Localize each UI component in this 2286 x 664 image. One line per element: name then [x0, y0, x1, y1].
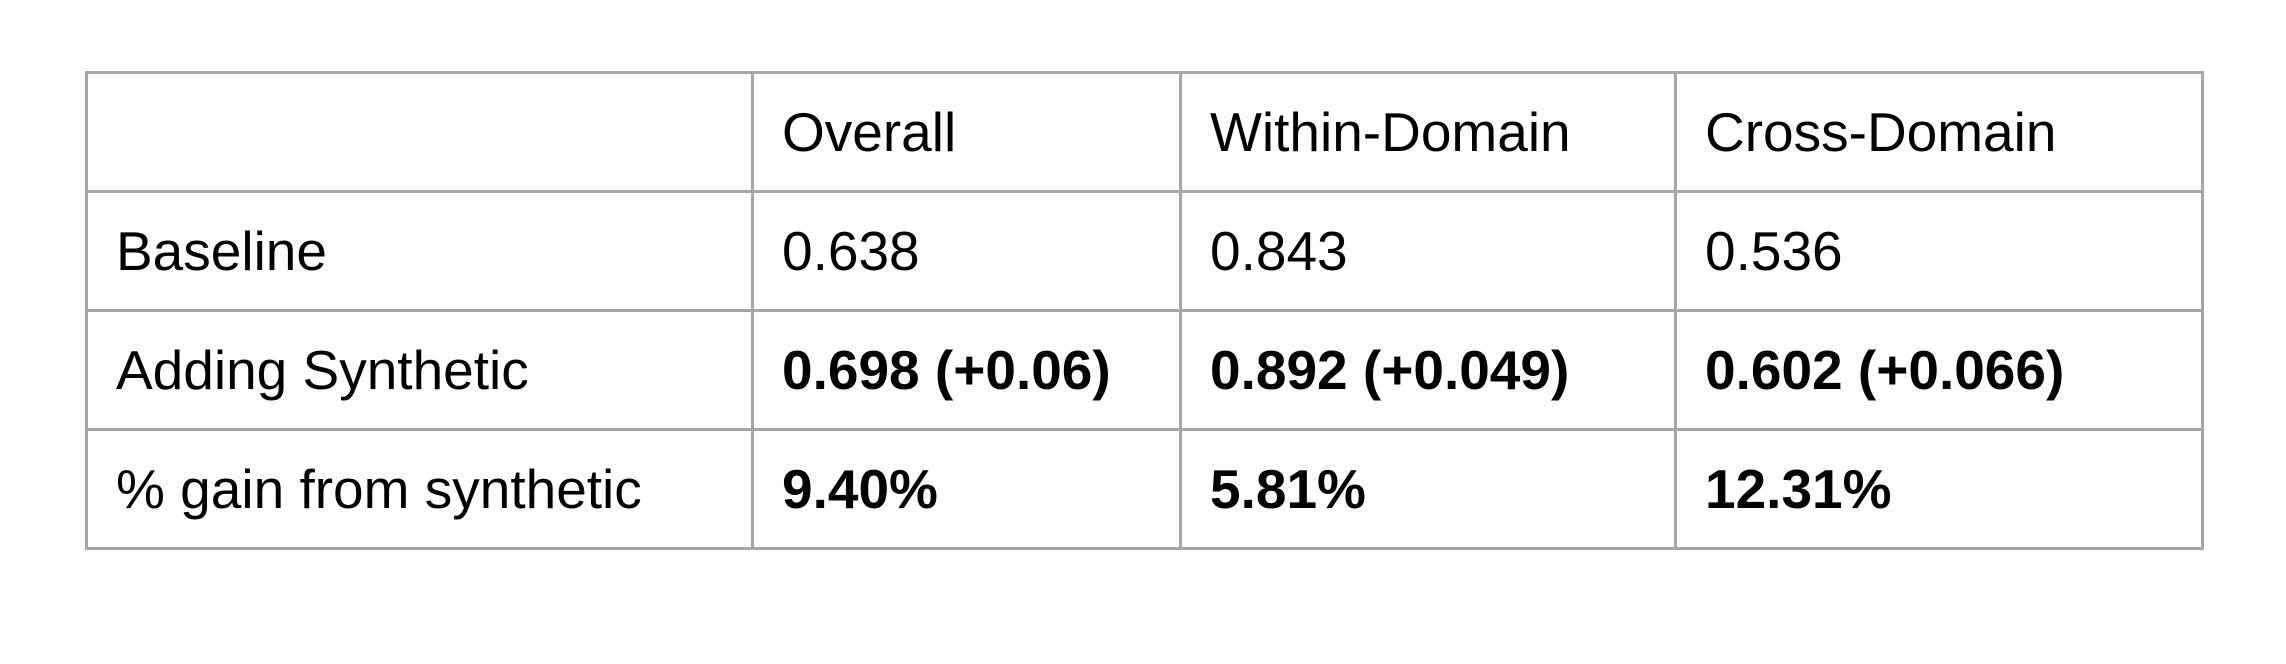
cell-overall: 0.638: [751, 190, 1182, 312]
cell-cross-domain: 0.536: [1674, 190, 2204, 312]
results-table: Overall Within-Domain Cross-Domain Basel…: [85, 71, 2204, 550]
header-cell-within-domain: Within-Domain: [1179, 71, 1677, 193]
cell-cross-domain: 12.31%: [1674, 428, 2204, 550]
cell-overall: 0.698 (+0.06): [751, 309, 1182, 431]
row-label: Baseline: [85, 190, 754, 312]
cell-within-domain: 0.843: [1179, 190, 1677, 312]
row-label: % gain from synthetic: [85, 428, 754, 550]
cell-cross-domain: 0.602 (+0.066): [1674, 309, 2204, 431]
cell-within-domain: 5.81%: [1179, 428, 1677, 550]
header-cell-cross-domain: Cross-Domain: [1674, 71, 2204, 193]
header-row: Overall Within-Domain Cross-Domain: [85, 71, 2204, 193]
cell-overall: 9.40%: [751, 428, 1182, 550]
table-row-adding-synthetic: Adding Synthetic 0.698 (+0.06) 0.892 (+0…: [85, 309, 2204, 431]
table-row-baseline: Baseline 0.638 0.843 0.536: [85, 190, 2204, 312]
cell-within-domain: 0.892 (+0.049): [1179, 309, 1677, 431]
table-row-gain: % gain from synthetic 9.40% 5.81% 12.31%: [85, 428, 2204, 550]
row-label: Adding Synthetic: [85, 309, 754, 431]
header-cell-empty: [85, 71, 754, 193]
header-cell-overall: Overall: [751, 71, 1182, 193]
